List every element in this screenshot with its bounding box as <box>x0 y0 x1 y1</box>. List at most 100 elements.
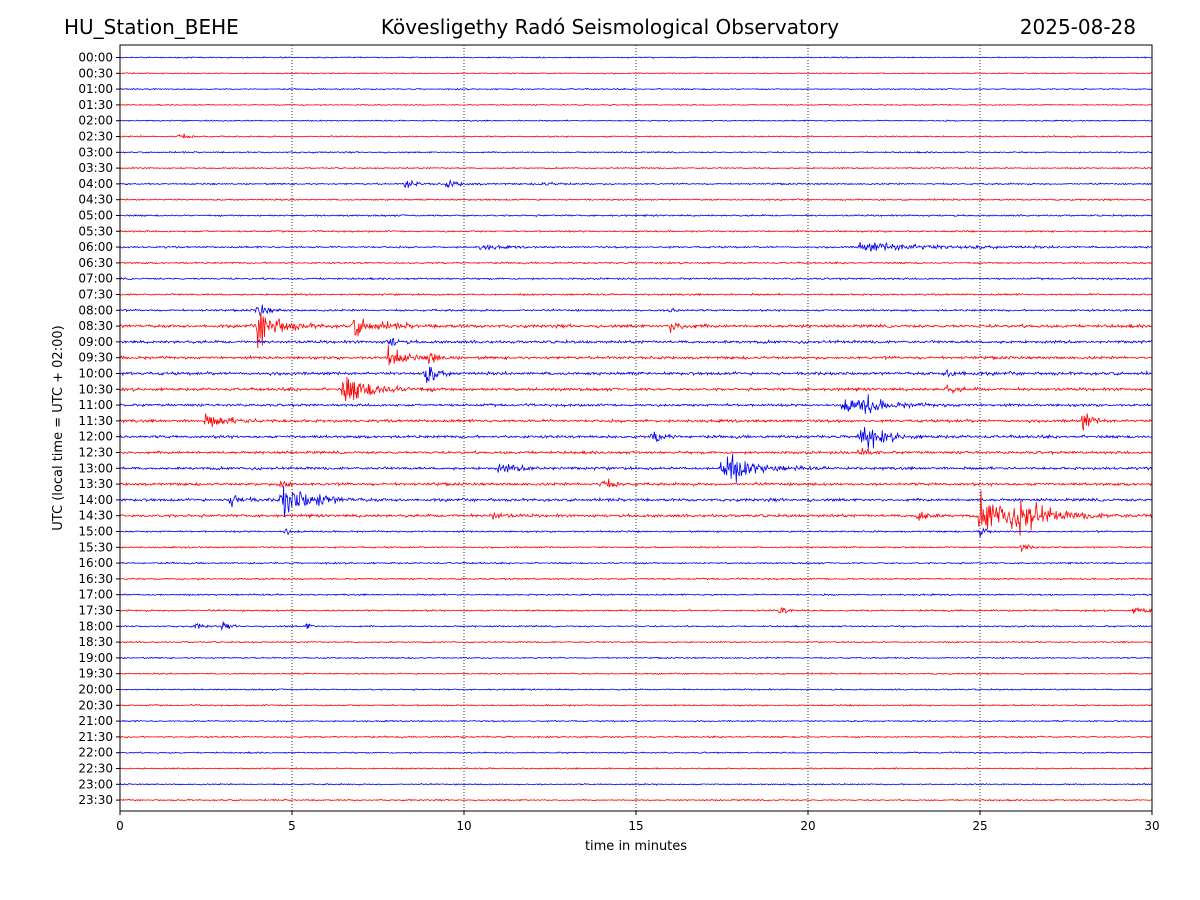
y-tick-label: 21:30 <box>78 730 113 744</box>
y-tick-label: 11:00 <box>78 398 113 412</box>
trace-1730 <box>119 607 1153 614</box>
trace-1000 <box>119 366 1153 384</box>
trace-0430 <box>119 197 1153 202</box>
trace-0530 <box>119 229 1153 234</box>
trace-2130 <box>119 735 1153 739</box>
trace-0300 <box>119 150 1153 154</box>
trace-1430 <box>119 490 1153 536</box>
station-name: HU_Station_BEHE <box>64 15 239 39</box>
x-axis-label: time in minutes <box>585 839 687 854</box>
trace-0500 <box>119 213 1153 218</box>
trace-layer <box>119 56 1153 802</box>
y-tick-label: 02:30 <box>78 130 113 144</box>
y-tick-label: 10:30 <box>78 382 113 396</box>
trace-0700 <box>119 276 1153 281</box>
trace-1830 <box>119 640 1153 644</box>
trace-0000 <box>119 56 1153 59</box>
trace-1230 <box>119 447 1153 456</box>
trace-0130 <box>119 103 1152 107</box>
y-tick-label: 10:00 <box>78 367 113 381</box>
y-tick-label: 00:00 <box>78 51 113 65</box>
y-tick-label: 20:00 <box>78 683 113 697</box>
y-tick-label: 13:30 <box>78 477 113 491</box>
x-tick-label: 10 <box>456 819 471 833</box>
x-tick-label: 0 <box>116 819 124 833</box>
y-tick-label: 08:30 <box>78 319 113 333</box>
y-tick-label: 14:00 <box>78 493 113 507</box>
trace-2330 <box>119 798 1153 802</box>
y-axis-label: UTC (local time = UTC + 02:00) <box>51 325 66 530</box>
y-tick-label: 05:30 <box>78 224 113 238</box>
trace-0330 <box>119 166 1153 170</box>
y-tick-label: 03:30 <box>78 161 113 175</box>
x-tick-label: 15 <box>628 819 643 833</box>
y-tick-label: 14:30 <box>78 509 113 523</box>
y-tick-label: 23:00 <box>78 777 113 791</box>
trace-1800 <box>119 621 1153 631</box>
y-tick-label: 06:30 <box>78 256 113 270</box>
y-tick-label: 21:00 <box>78 714 113 728</box>
y-tick-label: 11:30 <box>78 414 113 428</box>
y-tick-label: 18:00 <box>78 619 113 633</box>
y-tick-label: 16:00 <box>78 556 113 570</box>
y-tick-label: 16:30 <box>78 572 113 586</box>
x-tick-label: 30 <box>1144 819 1159 833</box>
trace-0230 <box>119 133 1153 139</box>
y-tick-label: 02:00 <box>78 114 113 128</box>
y-tick-label: 22:30 <box>78 762 113 776</box>
y-tick-label: 19:30 <box>78 667 113 681</box>
trace-0100 <box>119 87 1153 91</box>
y-tick-label: 22:00 <box>78 746 113 760</box>
y-tick-label: 00:30 <box>78 66 113 80</box>
y-tick-label: 19:00 <box>78 651 113 665</box>
y-tick-label: 07:30 <box>78 288 113 302</box>
y-tick-label: 01:00 <box>78 82 113 96</box>
y-tick-label: 13:00 <box>78 461 113 475</box>
trace-1700 <box>119 593 1153 597</box>
trace-1500 <box>119 527 1153 538</box>
y-tick-label: 15:30 <box>78 540 113 554</box>
trace-0200 <box>119 119 1153 123</box>
trace-1130 <box>119 413 1153 431</box>
trace-1300 <box>119 454 1153 483</box>
record-date: 2025-08-28 <box>1019 15 1136 39</box>
trace-1530 <box>120 543 1153 553</box>
y-tick-label: 09:30 <box>78 351 113 365</box>
y-tick-label: 08:00 <box>78 303 113 317</box>
y-tick-label: 12:00 <box>78 430 113 444</box>
y-tick-label: 20:30 <box>78 698 113 712</box>
trace-0030 <box>120 71 1153 75</box>
trace-1030 <box>119 376 1153 402</box>
y-tick-label: 07:00 <box>78 272 113 286</box>
trace-1600 <box>119 561 1153 565</box>
y-tick-label: 15:00 <box>78 525 113 539</box>
observatory-title: Kövesligethy Radó Seismological Observat… <box>380 15 840 39</box>
trace-2100 <box>119 719 1153 723</box>
grid-lines <box>291 45 981 811</box>
y-tick-label: 18:30 <box>78 635 113 649</box>
trace-0930 <box>119 344 1153 366</box>
y-tick-label: 03:00 <box>78 145 113 159</box>
y-tick-label: 12:30 <box>78 446 113 460</box>
x-tick-label: 5 <box>288 819 296 833</box>
trace-0600 <box>119 241 1153 252</box>
trace-0800 <box>119 304 1153 317</box>
trace-0830 <box>119 312 1153 349</box>
y-tick-label: 04:30 <box>78 193 113 207</box>
trace-1100 <box>119 394 1153 414</box>
trace-1200 <box>119 426 1153 449</box>
trace-2000 <box>119 687 1153 691</box>
y-tick-label: 05:00 <box>78 209 113 223</box>
trace-1900 <box>119 656 1153 660</box>
y-tick-label: 17:30 <box>78 604 113 618</box>
y-tick-label: 09:00 <box>78 335 113 349</box>
y-tick-label: 17:00 <box>78 588 113 602</box>
trace-1930 <box>119 672 1153 676</box>
x-tick-label: 20 <box>800 819 815 833</box>
trace-0900 <box>119 337 1153 347</box>
y-tick-label: 04:00 <box>78 177 113 191</box>
trace-1400 <box>119 485 1153 517</box>
trace-2030 <box>120 703 1153 707</box>
